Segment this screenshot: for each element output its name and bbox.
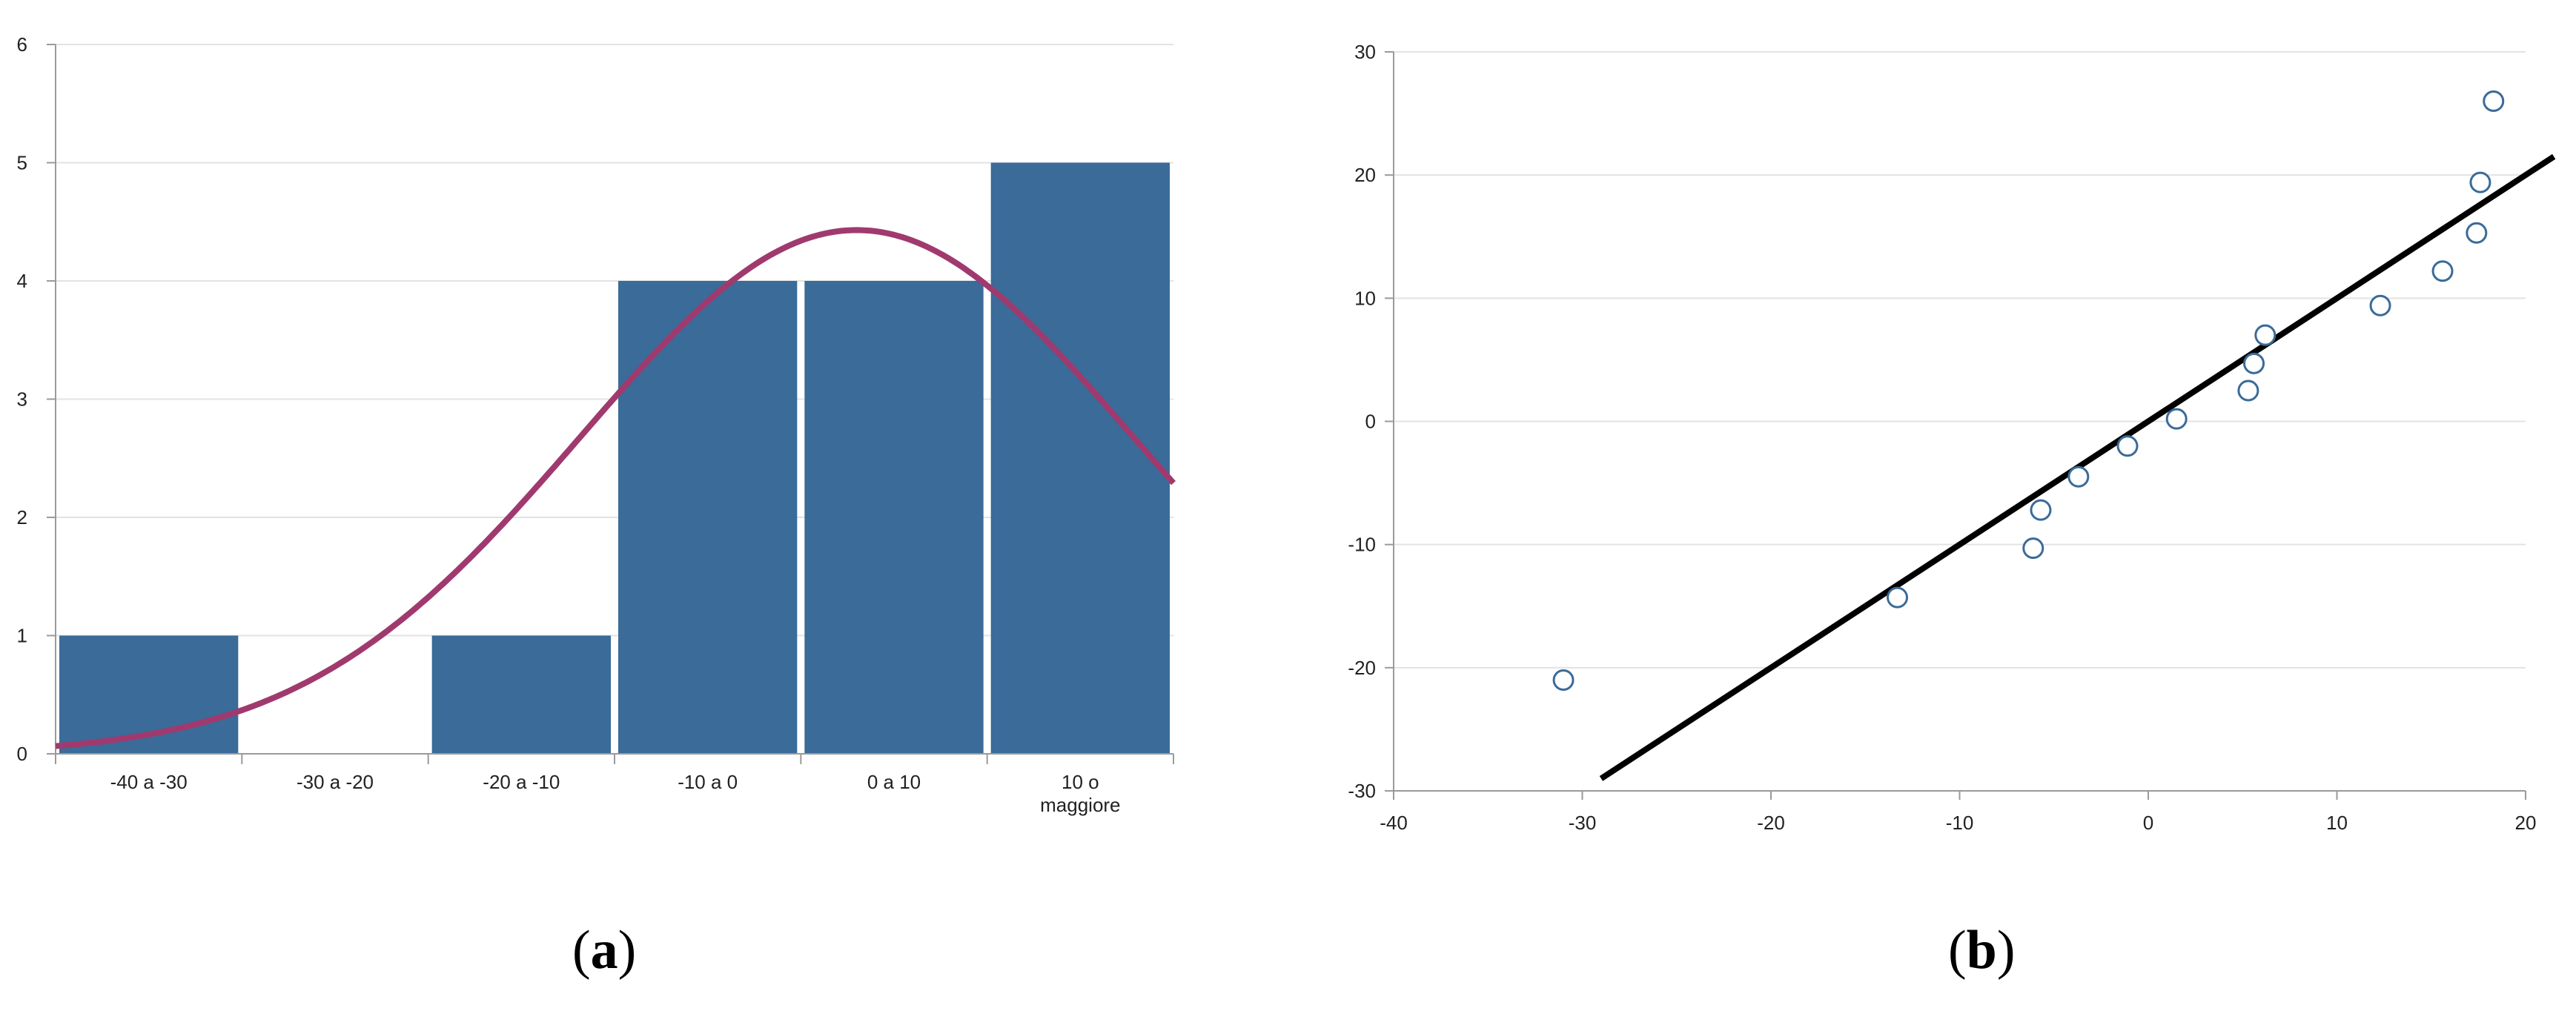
x-tick-label: -30 bbox=[1569, 812, 1597, 834]
x-tick-label: -10 a 0 bbox=[678, 771, 738, 793]
y-tick-label: 0 bbox=[1365, 411, 1376, 433]
scatter-point bbox=[2165, 408, 2188, 430]
y-tick-label: 3 bbox=[17, 388, 27, 411]
scatter-point bbox=[2030, 499, 2052, 521]
scatter-point bbox=[2483, 90, 2505, 112]
scatter-point bbox=[2067, 465, 2090, 488]
x-tick-label: -30 a -20 bbox=[297, 771, 374, 793]
scatter-point bbox=[2431, 260, 2454, 282]
histogram-chart: 0 1 2 3 4 5 6 -40 a -30 -30 a -20 -20 a -10 -10 a … bbox=[17, 33, 1176, 816]
x-tick-label: -20 bbox=[1757, 812, 1785, 834]
histogram-bar bbox=[431, 635, 611, 754]
scatter-point bbox=[1552, 669, 1575, 691]
histogram-bar bbox=[990, 162, 1170, 754]
y-tick-label: -20 bbox=[1348, 657, 1376, 679]
y-tick-label: 6 bbox=[17, 33, 27, 56]
panel-label-b: (b) bbox=[1948, 920, 2016, 981]
x-tick-label: -40 bbox=[1380, 812, 1408, 834]
x-tick-label: 0 a 10 bbox=[867, 771, 921, 793]
scatter-point bbox=[2469, 171, 2491, 193]
histogram-bar bbox=[618, 281, 798, 754]
scatter-point bbox=[2237, 379, 2259, 402]
x-tick-label: -10 bbox=[1946, 812, 1974, 834]
y-tick-label: 5 bbox=[17, 152, 27, 174]
x-tick-label: 20 bbox=[2515, 812, 2537, 834]
y-tick-label: 10 bbox=[1354, 287, 1376, 309]
histogram-bar bbox=[804, 281, 984, 754]
y-tick-label: 30 bbox=[1354, 41, 1376, 63]
x-tick-label: 0 bbox=[2143, 812, 2153, 834]
y-tick-label: 4 bbox=[17, 270, 27, 292]
panel-label-a: (a) bbox=[572, 920, 637, 981]
y-tick-label: -10 bbox=[1348, 534, 1376, 556]
y-tick-label: 1 bbox=[17, 625, 27, 647]
scatter-point bbox=[1887, 586, 1909, 609]
y-tick-label: -30 bbox=[1348, 780, 1376, 802]
y-tick-label: 2 bbox=[17, 506, 27, 528]
y-tick-label: 20 bbox=[1354, 164, 1376, 186]
scatter-point bbox=[2022, 537, 2044, 560]
x-tick-label: -40 a -30 bbox=[110, 771, 188, 793]
normal-fit-curve bbox=[55, 227, 1176, 749]
x-tick-label: 10 bbox=[2326, 812, 2348, 834]
x-tick-label: 10 o maggiore bbox=[1040, 771, 1120, 816]
scatter-point bbox=[2254, 324, 2277, 346]
x-tick-label: -20 a -10 bbox=[483, 771, 560, 793]
scatter-point bbox=[2243, 352, 2265, 374]
scatter-point bbox=[2116, 435, 2139, 457]
y-tick-label: 0 bbox=[17, 743, 27, 765]
scatter-point bbox=[2466, 222, 2488, 244]
scatter-point bbox=[2369, 294, 2391, 316]
